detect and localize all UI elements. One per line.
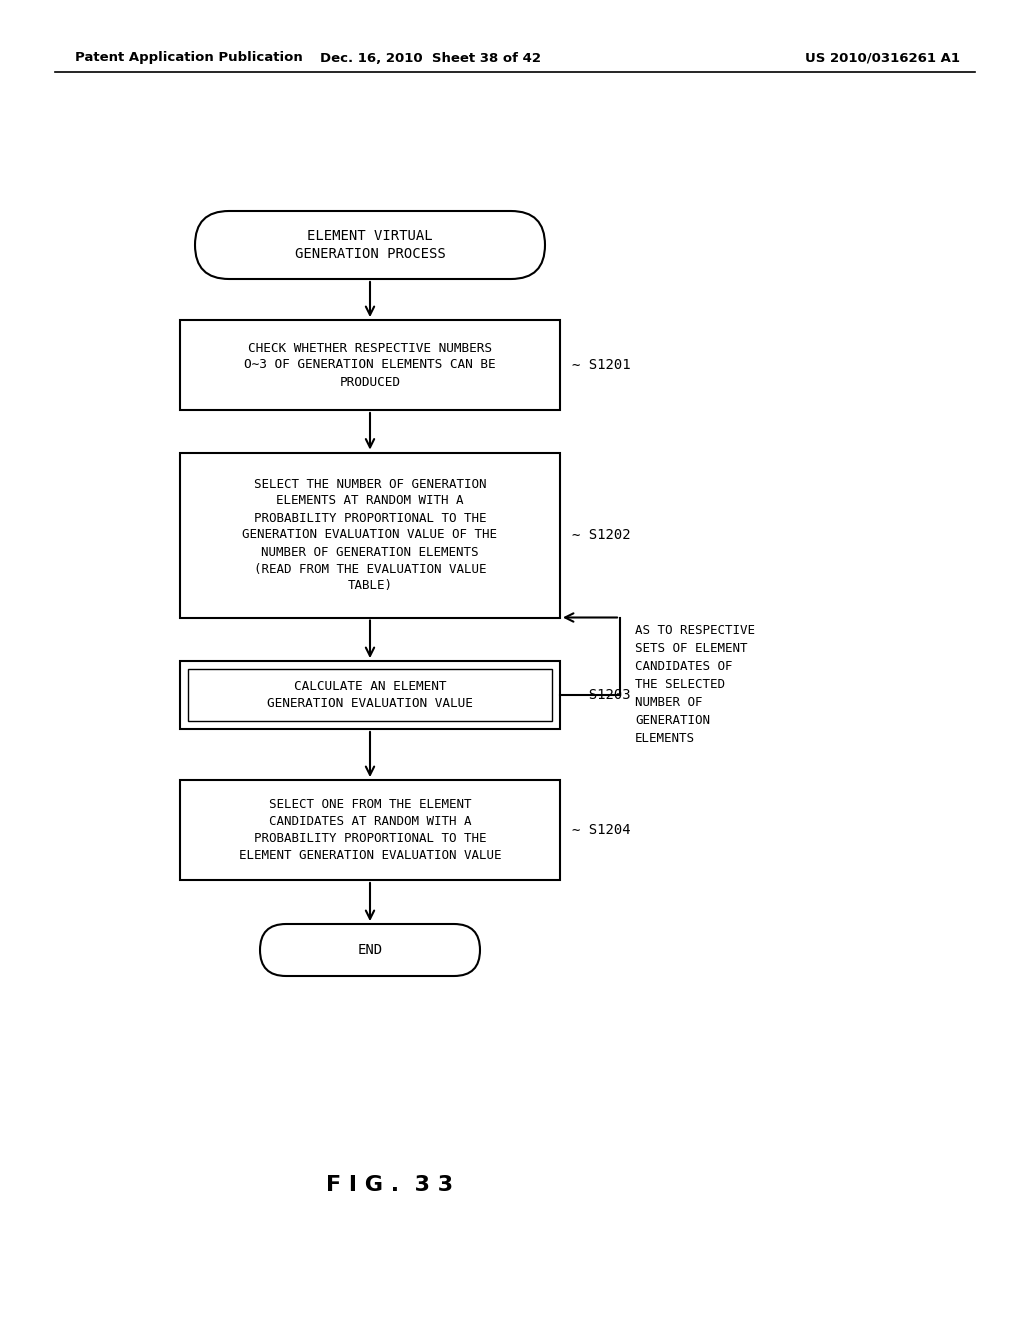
Text: Patent Application Publication: Patent Application Publication: [75, 51, 303, 65]
Bar: [180, 319, 560, 411]
Text: ∼ S1201: ∼ S1201: [572, 358, 631, 372]
FancyBboxPatch shape: [260, 924, 480, 975]
Text: ELEMENT VIRTUAL
GENERATION PROCESS: ELEMENT VIRTUAL GENERATION PROCESS: [295, 228, 445, 261]
Bar: [180, 661, 560, 729]
Text: END: END: [357, 942, 383, 957]
Text: SELECT ONE FROM THE ELEMENT
CANDIDATES AT RANDOM WITH A
PROBABILITY PROPORTIONAL: SELECT ONE FROM THE ELEMENT CANDIDATES A…: [239, 799, 502, 862]
Text: ∼ S1204: ∼ S1204: [572, 822, 631, 837]
Text: F I G .  3 3: F I G . 3 3: [327, 1175, 454, 1195]
Bar: [180, 780, 560, 880]
FancyBboxPatch shape: [195, 211, 545, 279]
Text: Dec. 16, 2010  Sheet 38 of 42: Dec. 16, 2010 Sheet 38 of 42: [319, 51, 541, 65]
Text: ∼ S1203: ∼ S1203: [572, 688, 631, 702]
Text: AS TO RESPECTIVE
SETS OF ELEMENT
CANDIDATES OF
THE SELECTED
NUMBER OF
GENERATION: AS TO RESPECTIVE SETS OF ELEMENT CANDIDA…: [635, 624, 755, 746]
Text: CHECK WHETHER RESPECTIVE NUMBERS
O∼3 OF GENERATION ELEMENTS CAN BE
PRODUCED: CHECK WHETHER RESPECTIVE NUMBERS O∼3 OF …: [244, 342, 496, 388]
Text: US 2010/0316261 A1: US 2010/0316261 A1: [805, 51, 961, 65]
Text: SELECT THE NUMBER OF GENERATION
ELEMENTS AT RANDOM WITH A
PROBABILITY PROPORTION: SELECT THE NUMBER OF GENERATION ELEMENTS…: [243, 478, 498, 593]
Text: CALCULATE AN ELEMENT
GENERATION EVALUATION VALUE: CALCULATE AN ELEMENT GENERATION EVALUATI…: [267, 680, 473, 710]
Bar: [180, 453, 560, 618]
Text: ∼ S1202: ∼ S1202: [572, 528, 631, 543]
Bar: [188, 669, 552, 721]
